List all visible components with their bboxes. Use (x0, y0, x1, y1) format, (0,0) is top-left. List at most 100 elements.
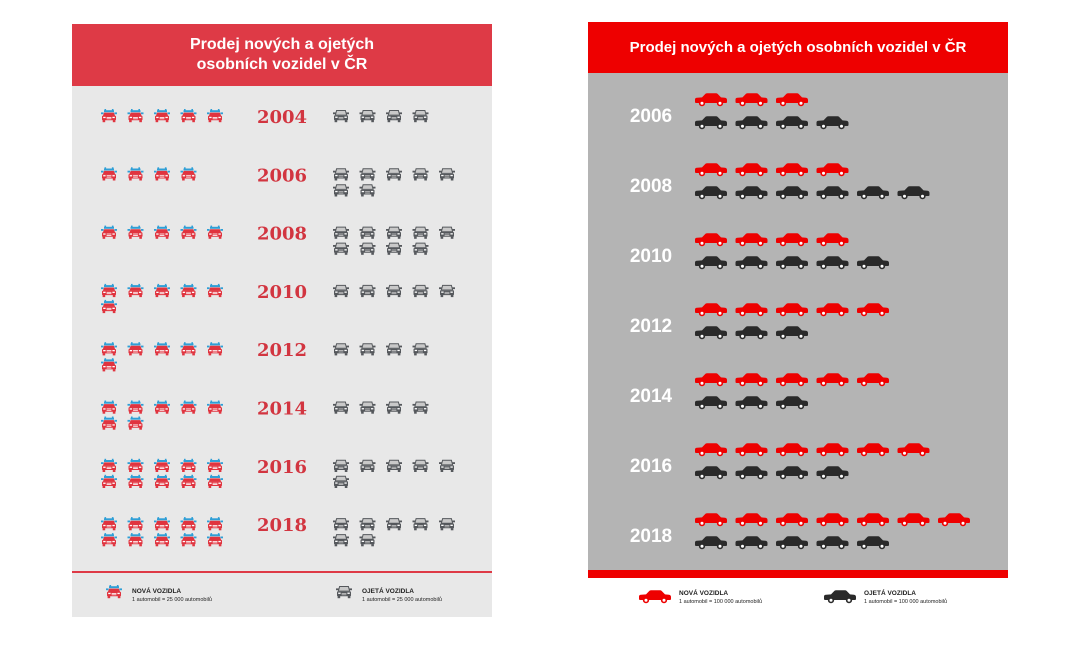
new-car-icon (127, 517, 144, 531)
used-car-icon (333, 518, 349, 531)
new-car-icon (127, 342, 144, 356)
used-car-icon (897, 186, 930, 200)
year-label: 2016 (257, 457, 307, 478)
legend-new-unit: 1 automobil = 25 000 automobilů (132, 596, 212, 603)
used-car-icon (412, 110, 429, 123)
used-car-icon (695, 186, 727, 200)
new-car-icon (101, 458, 117, 472)
used-car-icon (333, 242, 349, 255)
new-car-icon (101, 400, 117, 414)
new-car-icon (101, 358, 117, 372)
used-car-icon (776, 466, 808, 480)
new-car-icon (816, 443, 849, 457)
used-car-icon (816, 536, 849, 550)
used-car-icon (386, 168, 402, 181)
new-car-icon (154, 458, 170, 472)
new-car-icon (857, 303, 889, 317)
new-car-icon (207, 517, 223, 531)
used-car-icon (816, 116, 849, 130)
used-car-icon (695, 116, 727, 130)
used-car-icon (735, 536, 768, 550)
used-car-icon (816, 466, 849, 480)
used-car-icon (695, 396, 727, 410)
used-car-icon (776, 116, 808, 130)
year-label: 2012 (630, 316, 672, 337)
new-car-icon (180, 342, 197, 356)
used-car-icon (816, 186, 849, 200)
new-car-icon (816, 373, 849, 387)
used-car-icon (857, 536, 889, 550)
new-car-icon (101, 533, 117, 547)
right-footer-bar (588, 570, 1008, 578)
used-car-icon (359, 284, 376, 298)
new-car-icon (735, 233, 768, 247)
new-car-icon (695, 373, 727, 387)
used-car-icon (359, 242, 376, 255)
used-car-icon (735, 186, 768, 200)
used-car-icon (386, 518, 402, 531)
used-car-icon (439, 168, 455, 181)
legend-used-unit: 1 automobil = 25 000 automobilů (362, 596, 442, 603)
year-label: 2018 (257, 515, 307, 536)
new-car-icon (776, 443, 808, 457)
new-car-icon (207, 225, 223, 239)
legend-new-label: NOVÁ VOZIDLA (132, 586, 181, 595)
used-car-icon (695, 326, 727, 340)
used-car-icon (412, 168, 429, 181)
new-car-icon (897, 513, 930, 527)
new-car-icon (101, 283, 117, 298)
new-car-icon (735, 513, 768, 527)
used-car-icon (333, 475, 349, 488)
new-car-icon (816, 233, 849, 247)
used-car-icon (333, 110, 349, 123)
year-label: 2018 (630, 526, 672, 547)
used-car-icon (333, 401, 349, 414)
used-car-icon (776, 186, 808, 200)
used-car-icon (359, 343, 376, 356)
new-car-icon (735, 163, 768, 177)
used-car-icon (412, 242, 429, 255)
new-car-icon (857, 513, 889, 527)
new-car-icon (180, 225, 197, 239)
new-car-icon (735, 443, 768, 457)
new-car-icon (101, 416, 117, 430)
new-car-icon (101, 299, 117, 314)
new-car-icon (101, 342, 117, 356)
new-car-icon (154, 533, 170, 547)
used-car-icon (439, 459, 455, 472)
used-car-icon (333, 184, 349, 197)
new-car-icon (776, 233, 808, 247)
legend-used-car-icon (336, 586, 352, 599)
legend-used-car-icon (824, 590, 856, 604)
year-label: 2016 (630, 456, 672, 477)
new-car-icon (207, 400, 223, 414)
new-car-icon (735, 303, 768, 317)
new-car-icon (180, 109, 197, 123)
new-car-icon (180, 517, 197, 531)
legend-used-unit: 1 automobil = 100 000 automobilů (864, 598, 947, 605)
used-car-icon (735, 396, 768, 410)
new-car-icon (127, 474, 144, 488)
new-car-icon (207, 342, 223, 356)
year-label: 2004 (257, 107, 307, 128)
year-label: 2008 (630, 176, 672, 197)
used-car-icon (412, 284, 429, 298)
new-car-icon (101, 109, 117, 123)
legend-used-label: OJETÁ VOZIDLA (362, 586, 414, 595)
used-car-icon (333, 226, 349, 239)
new-car-icon (127, 283, 144, 298)
used-car-icon (735, 326, 768, 340)
legend-new-label: NOVÁ VOZIDLA (679, 588, 728, 597)
new-car-icon (207, 533, 223, 547)
used-car-icon (412, 226, 429, 239)
new-car-icon (207, 109, 223, 123)
used-car-icon (695, 536, 727, 550)
new-car-icon (735, 373, 768, 387)
new-car-icon (735, 93, 768, 107)
used-car-icon (333, 168, 349, 181)
used-car-icon (776, 256, 808, 270)
left-infographic: Prodej nových a ojetých osobních vozidel… (72, 24, 492, 617)
left-footer-divider (72, 571, 492, 573)
new-car-icon (154, 225, 170, 239)
left-pictograph: 2004 2006 2008 2010 2012 2014 2016 2018 NOVÁ VOZ… (101, 107, 455, 603)
